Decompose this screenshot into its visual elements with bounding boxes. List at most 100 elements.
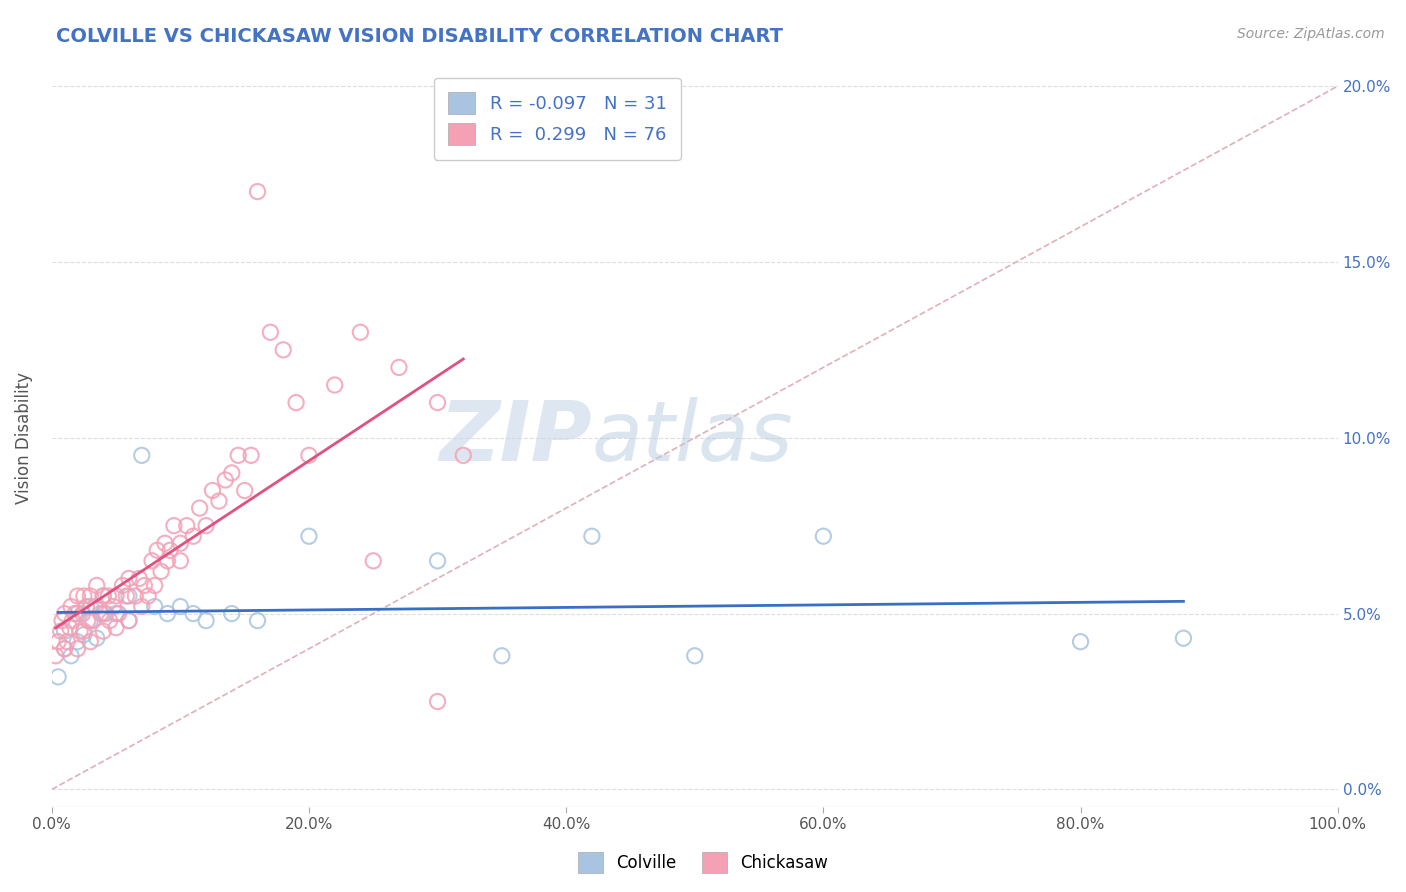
Point <box>176 518 198 533</box>
Point <box>141 554 163 568</box>
Point <box>226 448 249 462</box>
Point <box>259 325 281 339</box>
Point <box>195 518 218 533</box>
Point <box>134 578 156 592</box>
Point <box>73 624 96 639</box>
Point <box>143 578 166 592</box>
Point <box>426 554 449 568</box>
Point <box>491 648 513 663</box>
Point <box>426 395 449 409</box>
Point <box>69 624 91 639</box>
Point <box>91 624 114 639</box>
Point <box>181 607 204 621</box>
Point <box>208 494 231 508</box>
Point <box>66 607 89 621</box>
Point <box>79 614 101 628</box>
Point <box>103 599 125 614</box>
Point <box>94 607 117 621</box>
Point <box>73 589 96 603</box>
Point <box>115 589 138 603</box>
Point <box>79 599 101 614</box>
Point <box>159 543 181 558</box>
Point <box>84 599 107 614</box>
Point <box>246 185 269 199</box>
Point <box>53 607 76 621</box>
Point <box>91 589 114 603</box>
Point <box>146 543 169 558</box>
Point <box>53 624 76 639</box>
Point <box>86 631 108 645</box>
Point <box>76 614 98 628</box>
Point <box>131 599 153 614</box>
Point <box>46 634 69 648</box>
Point <box>118 589 141 603</box>
Point <box>195 614 218 628</box>
Legend: R = -0.097   N = 31, R =  0.299   N = 76: R = -0.097 N = 31, R = 0.299 N = 76 <box>433 78 681 160</box>
Point <box>59 621 82 635</box>
Point <box>683 648 706 663</box>
Point <box>98 614 121 628</box>
Point <box>79 634 101 648</box>
Point <box>91 607 114 621</box>
Point <box>271 343 294 357</box>
Point <box>91 589 114 603</box>
Point <box>451 448 474 462</box>
Point <box>63 607 86 621</box>
Point <box>53 641 76 656</box>
Point <box>72 607 94 621</box>
Point <box>426 694 449 708</box>
Point <box>60 599 83 614</box>
Point <box>388 360 411 375</box>
Point <box>361 554 384 568</box>
Point <box>813 529 835 543</box>
Point <box>246 614 269 628</box>
Point <box>169 554 191 568</box>
Point <box>90 607 112 621</box>
Point <box>298 448 321 462</box>
Point <box>214 473 236 487</box>
Point <box>66 634 89 648</box>
Point <box>107 607 129 621</box>
Point <box>118 614 141 628</box>
Point <box>105 607 128 621</box>
Point <box>82 614 104 628</box>
Point <box>1173 631 1195 645</box>
Point <box>128 571 150 585</box>
Text: atlas: atlas <box>592 397 793 478</box>
Point <box>285 395 308 409</box>
Point <box>156 607 179 621</box>
Point <box>188 501 211 516</box>
Point <box>349 325 371 339</box>
Text: ZIP: ZIP <box>439 397 592 478</box>
Legend: Colville, Chickasaw: Colville, Chickasaw <box>571 846 835 880</box>
Point <box>221 607 243 621</box>
Text: Source: ZipAtlas.com: Source: ZipAtlas.com <box>1237 27 1385 41</box>
Point <box>323 378 346 392</box>
Text: COLVILLE VS CHICKASAW VISION DISABILITY CORRELATION CHART: COLVILLE VS CHICKASAW VISION DISABILITY … <box>56 27 783 45</box>
Point <box>86 578 108 592</box>
Point <box>163 518 186 533</box>
Point <box>60 648 83 663</box>
Point <box>153 536 176 550</box>
Point <box>97 589 120 603</box>
Point <box>49 624 72 639</box>
Point <box>131 448 153 462</box>
Point <box>73 628 96 642</box>
Point <box>298 529 321 543</box>
Point <box>150 565 173 579</box>
Point <box>169 599 191 614</box>
Point <box>240 448 263 462</box>
Point <box>581 529 603 543</box>
Point <box>111 578 134 592</box>
Point <box>45 648 67 663</box>
Point <box>1070 634 1092 648</box>
Y-axis label: Vision Disability: Vision Disability <box>15 372 32 504</box>
Point <box>181 529 204 543</box>
Point <box>201 483 224 498</box>
Point <box>79 589 101 603</box>
Point <box>156 554 179 568</box>
Point <box>66 589 89 603</box>
Point <box>46 670 69 684</box>
Point <box>143 599 166 614</box>
Point <box>221 466 243 480</box>
